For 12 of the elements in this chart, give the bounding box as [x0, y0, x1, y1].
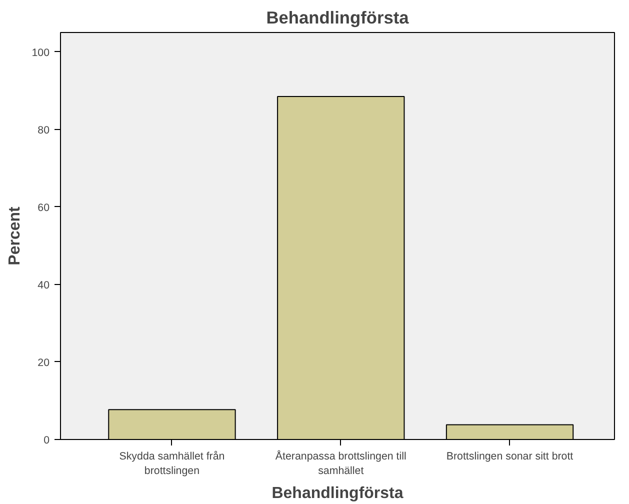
y-tick-label: 0: [44, 434, 50, 446]
chart-title: Behandlingförsta: [266, 8, 410, 28]
y-tick-label: 60: [38, 202, 50, 214]
y-tick-label: 100: [32, 46, 50, 59]
y-tick-label: 40: [38, 279, 50, 292]
x-tick-label: Brottslingen sonar sitt brott: [446, 450, 574, 462]
x-axis-title: Behandlingförsta: [272, 484, 404, 502]
x-tick-label: Återanpassa brottslingen till samhället: [275, 450, 406, 477]
y-tick-label: 80: [38, 124, 50, 136]
x-tick-label: Skydda samhället från brottslingen: [119, 450, 225, 477]
y-tick-label: 20: [38, 356, 50, 369]
y-axis-title: Percent: [6, 206, 24, 266]
